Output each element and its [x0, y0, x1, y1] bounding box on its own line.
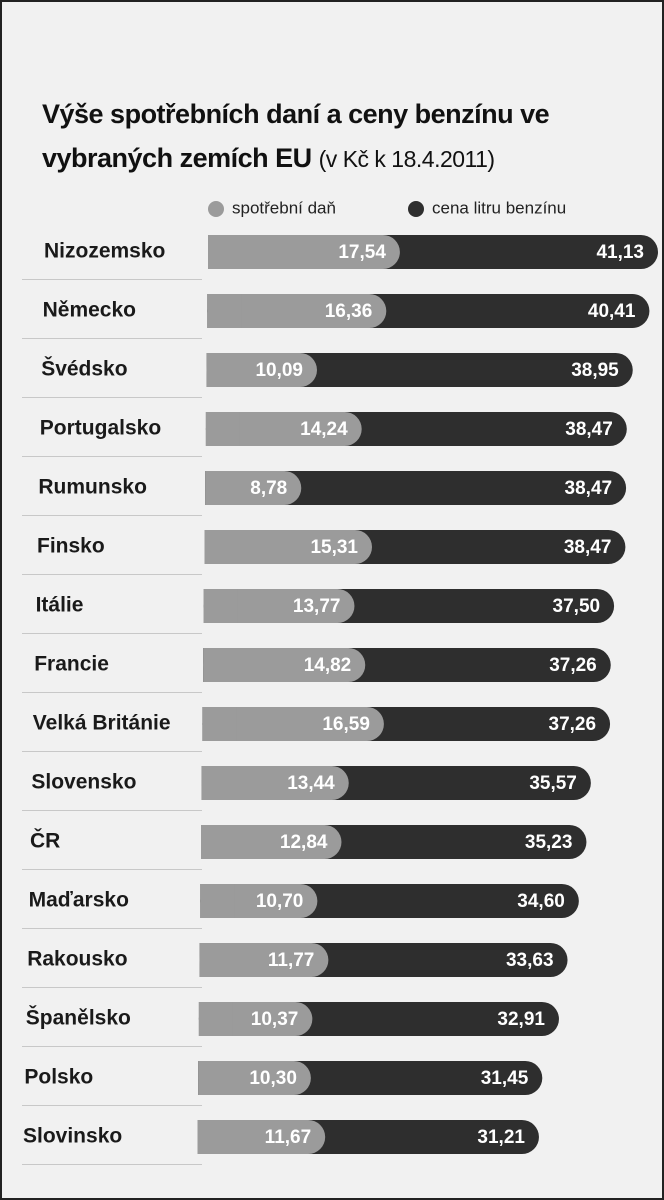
value-label: 14,24: [300, 419, 348, 440]
bar: [203, 589, 355, 623]
chart-title: Výše spotřebních daní a ceny benzínu ve …: [42, 99, 550, 173]
bar-square-start: [202, 707, 237, 741]
category-label: Německo: [43, 299, 136, 322]
bar-square-start: [205, 412, 240, 446]
category-label: ČR: [30, 829, 60, 853]
legend-marker: [208, 201, 224, 217]
value-label: 10,37: [251, 1009, 299, 1030]
value-label: 37,50: [553, 596, 601, 617]
chart-title-block: Výše spotřebních daní a ceny benzínu ve …: [42, 92, 652, 181]
category-label: Portugalsko: [40, 417, 161, 440]
value-label: 11,67: [265, 1127, 312, 1148]
category-label: Švédsko: [41, 357, 127, 381]
bar: [201, 766, 349, 800]
category-label: Nizozemsko: [44, 240, 165, 263]
value-label: 38,47: [565, 419, 613, 440]
bar: [204, 530, 373, 564]
value-label: 40,41: [588, 301, 636, 322]
bar-square-start: [205, 471, 240, 505]
value-label: 37,26: [549, 714, 597, 735]
chart-subtitle: (v Kč k 18.4.2011): [318, 146, 495, 172]
value-label: 31,21: [477, 1127, 525, 1148]
value-label: 14,82: [304, 655, 352, 676]
category-label: Slovinsko: [23, 1125, 122, 1148]
value-label: 38,47: [564, 537, 612, 558]
legend-label: spotřební daň: [232, 198, 336, 217]
value-label: 13,77: [293, 596, 341, 617]
legend-marker: [408, 201, 424, 217]
bar-square-start: [204, 530, 239, 564]
bar-square-start: [200, 884, 235, 918]
value-label: 34,60: [517, 891, 565, 912]
bar-square-start: [206, 353, 241, 387]
category-label: Itálie: [36, 594, 84, 617]
bar-square-start: [201, 766, 236, 800]
bar-square-start: [199, 943, 234, 977]
value-label: 15,31: [310, 537, 358, 558]
category-label: Polsko: [24, 1066, 93, 1089]
bar-square-start: [208, 235, 242, 269]
category-label: Maďarsko: [29, 889, 129, 912]
bar-square-start: [201, 825, 235, 859]
bar: [207, 294, 387, 328]
value-label: 16,36: [325, 301, 373, 322]
value-label: 38,95: [571, 360, 619, 381]
value-label: 35,57: [529, 773, 577, 794]
bar-square-start: [203, 648, 238, 682]
category-label: Finsko: [37, 535, 105, 558]
value-label: 10,30: [249, 1068, 297, 1089]
value-label: 31,45: [481, 1068, 529, 1089]
bar: [205, 471, 627, 505]
category-label: Rumunsko: [38, 476, 147, 499]
bar-square-start: [197, 1120, 232, 1154]
bar-square-start: [203, 589, 238, 623]
value-label: 33,63: [506, 950, 554, 971]
bar: [202, 707, 384, 741]
bar: [201, 825, 342, 859]
legend-label: cena litru benzínu: [432, 198, 566, 217]
value-label: 35,23: [525, 832, 573, 853]
category-label: Rakousko: [27, 948, 127, 971]
bar: [205, 412, 362, 446]
value-label: 37,26: [549, 655, 597, 676]
bar-square-start: [207, 294, 242, 328]
bar-square-start: [198, 1002, 233, 1036]
bar: [203, 648, 366, 682]
value-label: 8,78: [250, 478, 287, 499]
value-label: 10,70: [256, 891, 304, 912]
value-label: 32,91: [497, 1009, 545, 1030]
bar: [208, 235, 400, 269]
value-label: 16,59: [322, 714, 370, 735]
value-label: 41,13: [596, 242, 644, 263]
value-label: 13,44: [287, 773, 335, 794]
value-label: 17,54: [338, 242, 386, 263]
value-label: 12,84: [280, 832, 328, 853]
category-label: Francie: [34, 653, 109, 676]
category-label: Velká Británie: [33, 712, 171, 735]
category-label: Španělsko: [26, 1006, 131, 1030]
value-label: 38,47: [565, 478, 613, 499]
value-label: 11,77: [268, 950, 315, 971]
bar-square-start: [198, 1061, 233, 1095]
category-label: Slovensko: [31, 771, 136, 794]
value-label: 10,09: [255, 360, 303, 381]
